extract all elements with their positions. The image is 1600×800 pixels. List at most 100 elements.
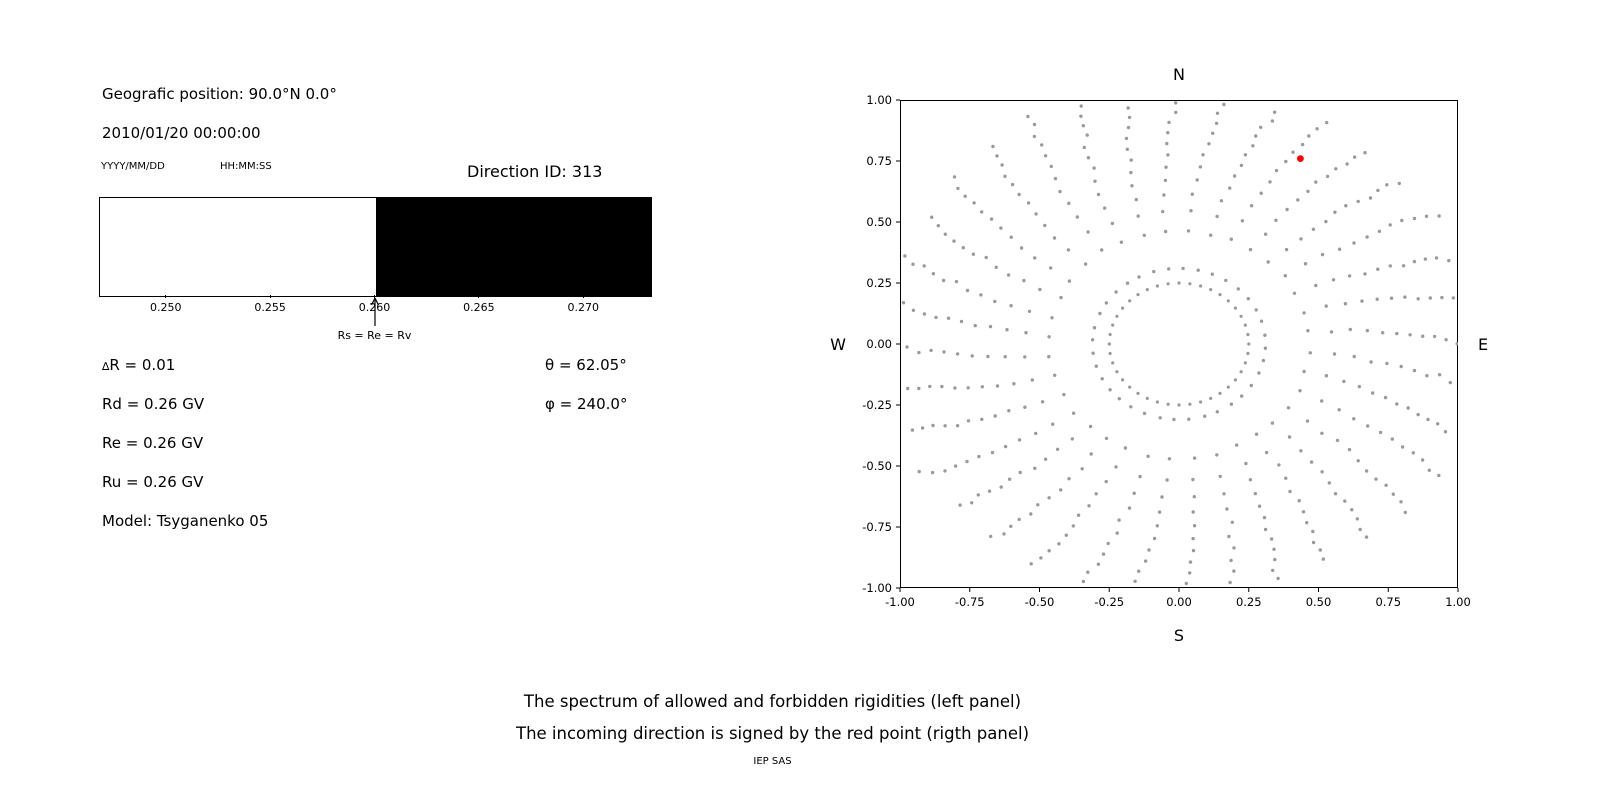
scatter-dot — [1022, 278, 1026, 283]
y-tick-label: -0.25 — [862, 398, 892, 412]
scatter-dot — [1381, 331, 1385, 335]
scatter-dot — [1254, 432, 1259, 436]
scatter-dot — [1165, 478, 1169, 482]
scatter-dot — [1188, 560, 1193, 564]
scatter-dot — [1142, 411, 1147, 416]
scatter-dot — [1276, 576, 1280, 581]
compass-label-north: N — [1173, 65, 1185, 84]
scatter-dot — [1129, 170, 1133, 175]
scatter-dot — [1403, 295, 1407, 299]
scatter-dot — [1272, 110, 1277, 114]
scatter-dot — [1324, 374, 1329, 378]
scatter-dot — [1210, 272, 1214, 276]
scatter-dot — [1337, 247, 1342, 251]
direction-plot: -1.00 -0.75 -0.50 -0.25 0.00 0.25 0.50 0.75 1.00… — [830, 65, 1488, 645]
scatter-dot — [1261, 358, 1266, 363]
scatter-dot — [1157, 510, 1162, 514]
scatter-dot — [971, 252, 976, 256]
scatter-dot — [1302, 311, 1306, 315]
spectrum-tick — [165, 295, 167, 298]
scatter-dot — [1211, 131, 1215, 135]
scatter-dot — [1059, 295, 1063, 300]
scatter-dot — [1131, 96, 1134, 99]
scatter-dot — [1259, 191, 1263, 195]
scatter-dot — [917, 386, 921, 391]
inner-ring-dot — [1233, 378, 1237, 382]
scatter-dot — [1009, 235, 1013, 239]
scatter-dot — [1320, 470, 1324, 474]
scatter-dot — [1094, 364, 1098, 368]
inner-ring-dot — [1108, 351, 1112, 356]
scatter-dot — [1254, 134, 1258, 138]
scatter-dot — [1191, 510, 1195, 514]
scatter-dot — [1081, 579, 1086, 584]
scatter-dot — [1332, 352, 1337, 356]
scatter-dot — [1007, 477, 1012, 481]
scatter-dot — [1040, 143, 1044, 147]
date-format-label: YYYY/MM/DD — [101, 161, 165, 172]
scatter-dot — [1174, 101, 1178, 105]
scatter-dot — [1067, 279, 1072, 283]
scatter-dot — [1325, 120, 1329, 125]
scatter-dot — [930, 470, 935, 475]
scatter-dot — [995, 384, 1000, 388]
scatter-dot — [1437, 473, 1441, 478]
scatter-dot — [1012, 382, 1016, 386]
scatter-dot — [1388, 223, 1392, 227]
scatter-dot — [979, 293, 983, 297]
scatter-dot — [1424, 214, 1429, 218]
scatter-dot — [1384, 483, 1388, 487]
inner-ring-dot — [1177, 281, 1181, 285]
scatter-dot — [1032, 122, 1037, 127]
scatter-dot — [1320, 252, 1325, 257]
scatter-dot — [1003, 444, 1008, 449]
scatter-dot — [1240, 394, 1244, 398]
scatter-dot — [1334, 167, 1338, 171]
scatter-dot — [1052, 236, 1057, 240]
scatter-dot — [1023, 405, 1027, 409]
scatter-dot — [1071, 524, 1075, 528]
scatter-dot — [1082, 145, 1086, 150]
scatter-dot — [1059, 488, 1063, 492]
inner-ring-dot — [1239, 370, 1243, 374]
scatter-dot — [956, 186, 960, 191]
scatter-dot — [1101, 552, 1106, 556]
scatter-dot — [1080, 467, 1084, 471]
scatter-dot — [1129, 405, 1133, 409]
scatter-dot — [1167, 457, 1172, 461]
scatter-dot — [1363, 151, 1367, 155]
scatter-dot — [943, 232, 947, 236]
scatter-dot — [922, 264, 926, 268]
scatter-dot — [1174, 110, 1178, 115]
scatter-dot — [1348, 327, 1352, 332]
cutoff-annotation: Rs = Re = Rv — [337, 329, 412, 342]
inner-ring-dot — [1166, 402, 1170, 406]
inner-ring-dot — [1136, 391, 1140, 395]
scatter-dot — [1047, 549, 1051, 553]
scatter-dot — [942, 350, 946, 354]
scatter-dot — [1198, 165, 1203, 169]
scatter-dot — [1137, 275, 1141, 279]
scatter-dot — [1440, 295, 1444, 300]
scatter-dot — [1189, 209, 1193, 213]
delta-r-text: R = 0.01 — [109, 356, 176, 374]
scatter-dot — [1230, 520, 1234, 524]
scatter-dot — [1308, 351, 1312, 355]
x-tick-label: 0.50 — [1306, 595, 1332, 609]
scatter-dot — [1167, 267, 1171, 271]
scatter-dot — [911, 308, 916, 312]
scatter-dot — [1215, 453, 1219, 457]
scatter-dot — [1142, 233, 1146, 237]
scatter-dot — [1291, 150, 1295, 154]
scatter-dot — [1437, 214, 1441, 218]
scatter-dot — [1126, 106, 1130, 110]
scatter-dot — [1305, 419, 1310, 423]
scatter-dot — [920, 426, 925, 430]
scatter-dot — [1270, 421, 1275, 425]
scatter-dot — [1017, 192, 1021, 197]
scatter-dot — [1244, 461, 1248, 466]
inner-ring-dot — [1111, 361, 1115, 365]
scatter-dot — [1187, 417, 1191, 421]
scatter-dot — [990, 450, 995, 455]
scatter-dot — [1137, 569, 1141, 573]
